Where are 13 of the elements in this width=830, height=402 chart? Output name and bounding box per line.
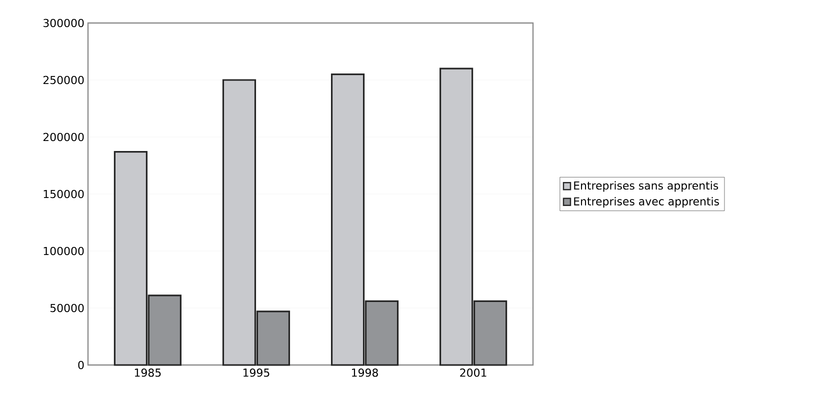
y-tick-label: 0 — [78, 360, 84, 370]
y-tick-label: 200000 — [43, 132, 84, 142]
y-tick-label: 250000 — [43, 76, 84, 84]
y-tick-label: 50000 — [50, 304, 84, 312]
x-tick-label: 1985 — [134, 368, 161, 377]
x-tick-label: 1995 — [243, 368, 270, 377]
legend-label: Entreprises sans apprentis — [574, 181, 718, 192]
x-tick-label: 1998 — [352, 368, 378, 377]
y-tick-label: 150000 — [44, 190, 84, 198]
y-tick-label: 100000 — [44, 246, 84, 256]
y-tick-label: 300000 — [43, 18, 84, 28]
x-tick-label: 2001 — [460, 368, 486, 377]
legend-label: Entreprises avec apprentis — [574, 196, 719, 208]
